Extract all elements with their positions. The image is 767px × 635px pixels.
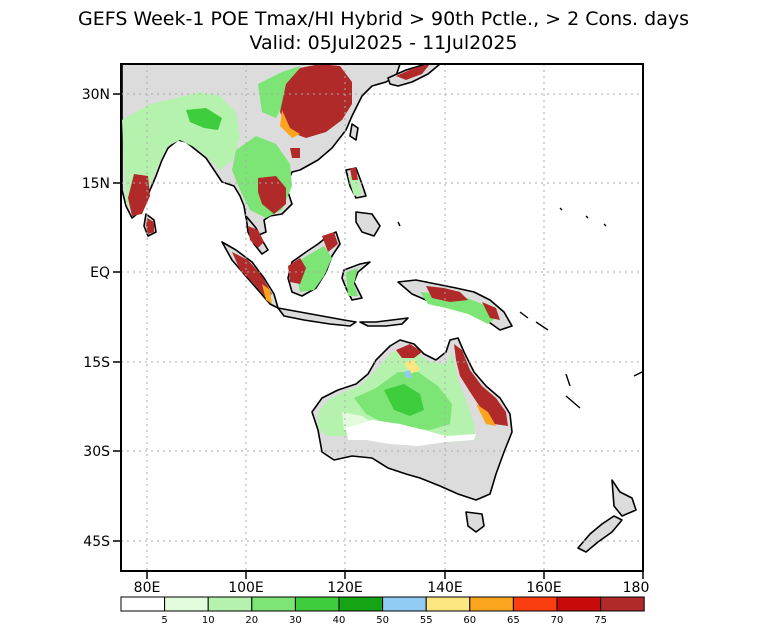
shade-borneo-ne <box>322 232 338 252</box>
lat-lon-grid <box>121 64 643 571</box>
shade-queensland <box>454 344 508 426</box>
lesser-sunda-islands <box>359 317 409 327</box>
java-island <box>277 307 357 327</box>
colorbar-label: 50 <box>376 615 389 626</box>
shade-australia-inner <box>384 384 424 416</box>
lat-label-30n: 30N <box>82 87 110 103</box>
shade-india-west <box>128 174 150 216</box>
colorbar-swatch <box>294 596 340 612</box>
island-palau <box>397 221 401 227</box>
shade-yellow-australia <box>404 360 420 374</box>
colorbar-label: 40 <box>333 615 346 626</box>
shade-japan-red <box>396 64 430 80</box>
colorbar-swatch <box>556 596 602 612</box>
colorbar: 5 10 20 30 40 50 55 60 65 70 75 <box>120 596 645 626</box>
island-vanuatu <box>565 373 571 387</box>
colorbar-label: 20 <box>245 615 258 626</box>
shade-orange-china <box>280 110 300 138</box>
nz-north-island <box>611 479 637 517</box>
island-new-caledonia <box>565 395 581 409</box>
colorbar-label: 75 <box>594 615 607 626</box>
shade-hainan <box>290 148 300 158</box>
tasmania-island <box>465 511 485 533</box>
colorbar-label: 60 <box>463 615 476 626</box>
lat-label-15n: 15N <box>82 176 110 192</box>
island-micronesia-3 <box>603 223 607 227</box>
colorbar-swatch <box>338 596 384 612</box>
shade-blue-australia <box>404 370 412 378</box>
lat-label-30s: 30S <box>83 444 110 460</box>
colorbar-label: 10 <box>202 615 215 626</box>
shade-east-china <box>280 64 352 138</box>
island-micronesia-2 <box>585 215 589 219</box>
lon-label-100e: 100E <box>228 580 264 596</box>
shade-philippines-red <box>350 168 358 180</box>
lon-label-80e: 80E <box>134 580 161 596</box>
shade-borneo-coast <box>288 258 306 284</box>
lon-label-120e: 120E <box>327 580 363 596</box>
colorbar-swatch <box>207 596 253 612</box>
lon-label-180: 180 <box>623 580 650 596</box>
valid-date-range: Valid: 05Jul2025 - 11Jul2025 <box>249 32 518 54</box>
lon-label-140e: 140E <box>427 580 463 596</box>
nz-south-island <box>577 515 623 553</box>
shade-sumatra <box>232 252 272 298</box>
shade-borneo <box>294 246 332 292</box>
lat-label-eq: EQ <box>90 265 110 281</box>
green-probability-layer <box>122 66 498 446</box>
island-micronesia-1 <box>559 207 563 211</box>
colorbar-label: 30 <box>289 615 302 626</box>
island-solomon-1 <box>519 311 529 319</box>
colorbar-swatch <box>120 596 166 612</box>
island-solomon-2 <box>535 321 549 331</box>
colorbar-swatch <box>382 596 427 612</box>
shade-orange-queensland <box>476 404 496 426</box>
shade-australia-south-white <box>346 420 476 446</box>
shade-new-guinea-red <box>426 286 468 302</box>
map-title: GEFS Week-1 POE Tmax/HI Hybrid > 90th Pc… <box>78 8 689 30</box>
colorbar-swatch <box>164 596 209 612</box>
mindanao-island <box>355 211 381 237</box>
colorbar-label: 70 <box>551 615 564 626</box>
shade-indochina <box>258 176 286 214</box>
lat-label-45s: 45S <box>83 534 110 550</box>
colorbar-swatch <box>512 596 558 612</box>
colorbar-label: 5 <box>161 615 167 626</box>
map-frame <box>120 63 644 572</box>
colorbar-label: 65 <box>507 615 520 626</box>
colorbar-swatch <box>425 596 471 612</box>
shade-australia-north-red <box>396 344 422 358</box>
shade-new-guinea-east <box>482 302 500 320</box>
high-probability-layer <box>128 64 508 426</box>
colorbar-label: 55 <box>420 615 433 626</box>
shade-new-guinea <box>420 292 498 324</box>
shade-sulawesi <box>346 268 358 296</box>
lon-label-160e: 160E <box>526 580 562 596</box>
colorbar-swatch <box>600 596 645 612</box>
shade-china-edge <box>258 66 300 118</box>
shade-tibet <box>186 108 222 130</box>
colorbar-swatch <box>251 596 296 612</box>
taiwan-island <box>349 123 359 141</box>
shade-sri-lanka <box>146 218 154 234</box>
colorbar-swatch <box>469 596 514 612</box>
axis-ticks <box>113 93 644 579</box>
moderate-probability-layer <box>262 110 496 426</box>
lat-label-15s: 15S <box>83 355 110 371</box>
pacific-islands-layer <box>397 207 643 409</box>
shade-orange-sumatra <box>262 284 272 304</box>
island-fiji <box>633 371 643 377</box>
shade-malay <box>248 226 264 248</box>
shade-philippines <box>348 176 362 196</box>
